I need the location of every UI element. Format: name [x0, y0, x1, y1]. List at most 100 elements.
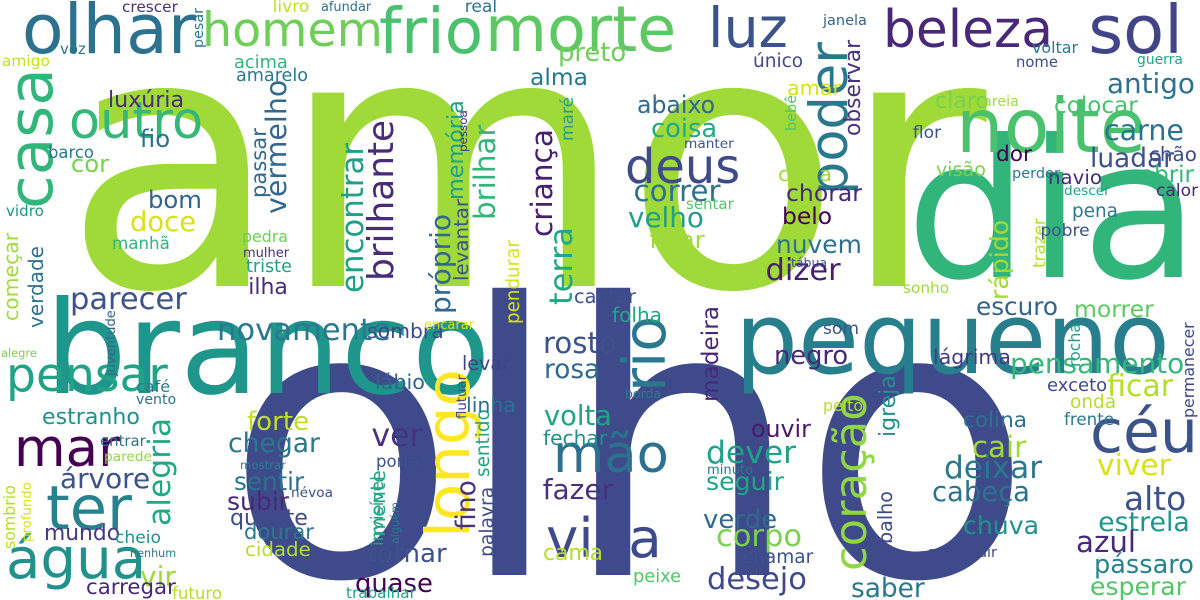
- word-som: som: [823, 319, 860, 340]
- word-árvore: árvore: [60, 462, 151, 496]
- word-entrar: entrar: [100, 432, 146, 451]
- word-mão: mão: [553, 424, 669, 486]
- word-morrer: morrer: [1074, 294, 1154, 323]
- word-estranho: estranho: [42, 404, 140, 431]
- word-sentido: sentido: [472, 409, 494, 477]
- word-terra: terra: [541, 226, 580, 305]
- word-casa: casa: [0, 68, 68, 209]
- word-perder: perder: [1012, 165, 1060, 182]
- word-azul: azul: [1076, 525, 1137, 560]
- word-igreja: igreja: [876, 375, 902, 437]
- word-fio: fio: [139, 123, 171, 153]
- word-sol: sol: [1088, 0, 1183, 69]
- word-navio: navio: [1048, 166, 1102, 190]
- word-chão: chão: [1149, 143, 1197, 167]
- word-céu: céu: [1090, 396, 1198, 467]
- word-ilha: ilha: [248, 275, 288, 301]
- word-corpo: corpo: [716, 518, 802, 554]
- word-invisível: invisível: [368, 476, 389, 546]
- word-pensar: pensar: [6, 348, 168, 404]
- word-manhã: manhã: [112, 232, 170, 253]
- word-cinza: cinza: [778, 161, 833, 186]
- word-começar: começar: [0, 232, 23, 321]
- word-lágrima: lágrima: [933, 345, 1011, 370]
- word-exceto: exceto: [1047, 375, 1108, 397]
- word-cabeça: cabeça: [932, 477, 1030, 509]
- word-onda: onda: [1070, 391, 1117, 413]
- word-coração: coração: [824, 393, 878, 571]
- word-alguém: alguém: [389, 502, 403, 544]
- word-livro: livro: [272, 0, 310, 18]
- word-forte: forte: [247, 406, 310, 437]
- word-brilhar: brilhar: [468, 124, 503, 220]
- word-olhar: olhar: [21, 0, 196, 70]
- word-preto: preto: [558, 38, 627, 69]
- word-profundo: profundo: [20, 482, 36, 542]
- word-bebê: bebê: [783, 95, 800, 131]
- word-amigo: amigo: [1, 52, 50, 71]
- word-falar: falar: [649, 224, 705, 254]
- word-afundar: afundar: [321, 0, 372, 15]
- word-amor: amor: [63, 0, 987, 371]
- word-cantar: cantar: [574, 285, 636, 309]
- word-verde: verde: [703, 505, 778, 536]
- word-pobre: pobre: [1040, 221, 1090, 242]
- word-único: único: [753, 50, 804, 72]
- word-fazer: fazer: [542, 473, 614, 507]
- word-parecer: parecer: [70, 282, 187, 318]
- word-alegria: alegria: [142, 417, 179, 526]
- word-volta: volta: [544, 400, 612, 432]
- word-conseguir: conseguir: [927, 544, 997, 561]
- word-deixar: deixar: [944, 450, 1043, 487]
- word-rocha: rocha: [1065, 323, 1085, 367]
- word-viver: viver: [1097, 447, 1171, 483]
- word-chegar: chegar: [228, 427, 320, 459]
- word-ouvir: ouvir: [751, 415, 811, 444]
- word-nome: nome: [1016, 53, 1058, 71]
- word-alegre: alegre: [1, 345, 37, 360]
- word-dor: dor: [996, 142, 1032, 168]
- word-correr: correr: [633, 174, 721, 209]
- word-flor: flor: [912, 123, 942, 144]
- word-doce: doce: [130, 207, 197, 239]
- word-outro: outro: [69, 91, 204, 151]
- word-mundo: mundo: [44, 520, 121, 546]
- word-tábua: tábua: [791, 254, 828, 270]
- word-vidro: vidro: [6, 202, 44, 221]
- word-palavra: palavra: [476, 486, 498, 557]
- word-passar: passar: [246, 128, 272, 198]
- word-dizer: dizer: [765, 253, 841, 289]
- word-rio: rio: [610, 315, 679, 392]
- word-minuto: minuto: [707, 463, 754, 479]
- word-sentir: sentir: [234, 466, 305, 496]
- word-quente: quente: [230, 505, 308, 532]
- word-ter: ter: [46, 474, 132, 545]
- word-branco: branco: [45, 273, 491, 424]
- word-negro: negro: [774, 341, 849, 372]
- word-belo: belo: [782, 202, 833, 231]
- word-vida: vida: [546, 505, 662, 570]
- word-pássaro: pássaro: [1094, 550, 1194, 581]
- word-mulher: mulher: [243, 246, 290, 262]
- word-beleza: beleza: [883, 0, 1053, 60]
- word-estrela: estrela: [1098, 506, 1190, 538]
- word-peixe: peixe: [633, 566, 682, 588]
- word-porta: porta: [376, 451, 420, 471]
- word-pensamento: pensamento: [1010, 347, 1185, 381]
- word-mar: mar: [14, 418, 120, 479]
- word-flutuar: flutuar: [455, 374, 471, 419]
- word-carne: carne: [1104, 114, 1184, 148]
- word-sonho: sonho: [903, 279, 950, 298]
- word-parede: parede: [104, 448, 152, 465]
- word-levar: levar: [462, 352, 510, 376]
- word-quase: quase: [355, 568, 433, 599]
- word-ver: ver: [371, 418, 423, 455]
- word-homem: homem: [202, 3, 383, 59]
- word-pedra: pedra: [242, 227, 288, 247]
- word-peito: peito: [823, 396, 863, 416]
- word-colina: colina: [963, 408, 1028, 434]
- word-dia: dia: [906, 100, 1200, 324]
- word-velho: velho: [628, 200, 704, 234]
- word-nenhum: nenhum: [130, 546, 177, 560]
